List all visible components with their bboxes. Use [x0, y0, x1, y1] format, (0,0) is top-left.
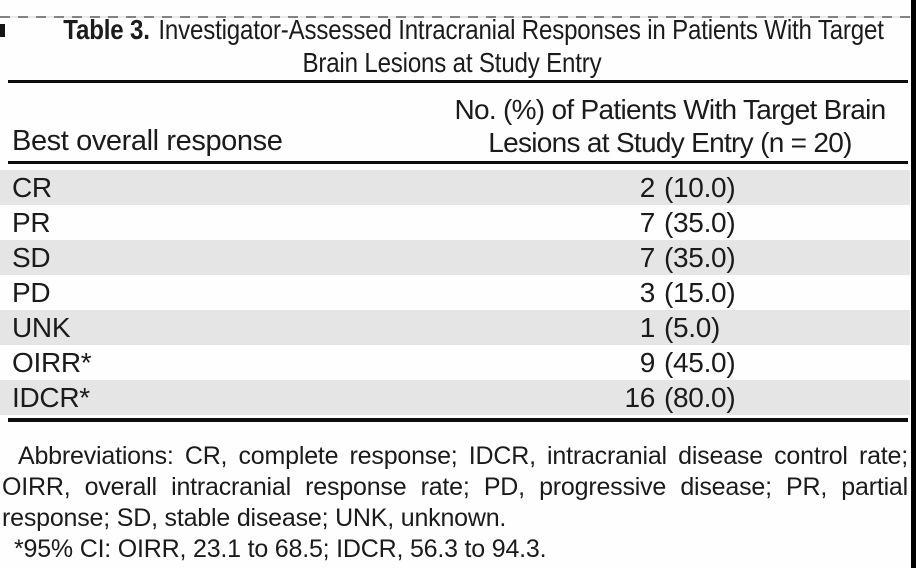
- row-count: 9: [639, 347, 656, 378]
- table-row: SD 7 (35.0): [0, 240, 910, 275]
- row-percent: (35.0): [664, 242, 736, 273]
- row-label: CR: [12, 172, 52, 203]
- footnote-abbreviations-line1: Abbreviations: CR, complete response; ID…: [18, 442, 908, 470]
- page-edge-bar: [911, 0, 916, 568]
- row-count: 2: [639, 172, 656, 203]
- row-percent: (45.0): [664, 347, 736, 378]
- row-percent: (15.0): [664, 277, 736, 308]
- row-label: UNK: [12, 312, 71, 343]
- row-label: IDCR*: [12, 382, 90, 413]
- row-count: 16: [624, 382, 655, 413]
- column-header-value-line2: Lesions at Study Entry (n = 20): [488, 127, 852, 158]
- row-count: 1: [639, 312, 656, 343]
- row-count: 3: [639, 277, 656, 308]
- table-title-line2: Brain Lesions at Study Entry: [302, 47, 602, 78]
- footnote-abbreviations-line2: OIRR, overall intracranial response rate…: [2, 473, 908, 501]
- row-label: PR: [12, 207, 51, 238]
- footnote-confidence-interval: *95% CI: OIRR, 23.1 to 68.5; IDCR, 56.3 …: [14, 535, 547, 563]
- row-percent: (5.0): [664, 312, 721, 343]
- row-percent: (80.0): [664, 382, 736, 413]
- table-row: OIRR* 9 (45.0): [0, 345, 910, 380]
- table-title-text: Investigator-Assessed Intracranial Respo…: [158, 14, 884, 45]
- rule-table-bottom: [8, 418, 908, 422]
- table-row: UNK 1 (5.0): [0, 310, 910, 345]
- table-row: IDCR* 16 (80.0): [0, 380, 910, 415]
- column-header-response: Best overall response: [12, 125, 283, 157]
- column-header-value: No. (%) of Patients With Target Brain Le…: [435, 93, 905, 159]
- row-percent: (10.0): [664, 172, 736, 203]
- table-number-label: Table 3.: [63, 14, 150, 45]
- rule-under-title: [8, 80, 908, 83]
- row-label: PD: [12, 277, 51, 308]
- footnote-abbreviations-line3: response; SD, stable disease; UNK, unkno…: [2, 504, 507, 532]
- scan-artifact-top-rule: [0, 16, 916, 18]
- rule-under-header: [8, 161, 908, 164]
- table-body: CR 2 (10.0) PR 7 (35.0) SD 7 (35.0) PD 3…: [0, 170, 910, 415]
- row-label: OIRR*: [12, 347, 92, 378]
- row-count: 7: [639, 242, 656, 273]
- table-row: PR 7 (35.0): [0, 205, 910, 240]
- table-row: PD 3 (15.0): [0, 275, 910, 310]
- table-title-line1: Table 3. Investigator-Assessed Intracrani…: [63, 13, 884, 46]
- row-label: SD: [12, 242, 51, 273]
- scan-artifact-left-mark: [0, 24, 5, 37]
- table-title: Table 3. Investigator-Assessed Intracrani…: [63, 13, 884, 79]
- column-header-value-line1: No. (%) of Patients With Target Brain: [454, 94, 886, 125]
- table-row: CR 2 (10.0): [0, 170, 910, 205]
- table-footnotes: Abbreviations: CR, complete response; ID…: [2, 441, 908, 565]
- row-count: 7: [639, 207, 656, 238]
- row-percent: (35.0): [664, 207, 736, 238]
